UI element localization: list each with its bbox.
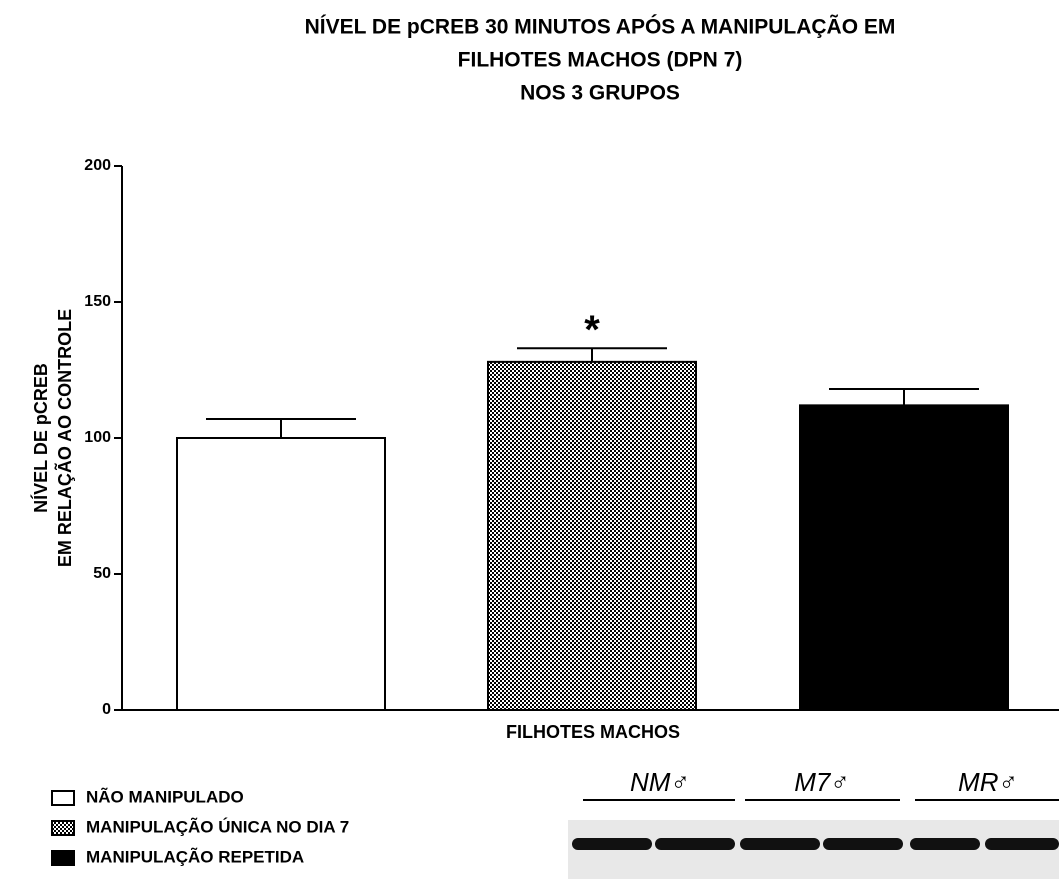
- blot-band: [985, 838, 1059, 850]
- bar: [799, 404, 1009, 711]
- blot-label: MR♂: [958, 767, 1018, 797]
- y-tick-label: 100: [84, 429, 111, 446]
- annotation: *: [584, 308, 600, 352]
- blot-band: [910, 838, 980, 850]
- legend-label: MANIPULAÇÃO ÚNICA NO DIA 7: [86, 816, 349, 836]
- legend-swatch: [51, 820, 75, 836]
- blot-band: [740, 838, 820, 850]
- y-axis-label: NÍVEL DE pCREB: [30, 363, 51, 513]
- legend-label: NÃO MANIPULADO: [86, 786, 244, 806]
- chart-title: NÍVEL DE pCREB 30 MINUTOS APÓS A MANIPUL…: [305, 15, 896, 39]
- chart-title: NOS 3 GRUPOS: [520, 82, 680, 105]
- blot-label: NM♂: [630, 767, 690, 797]
- chart-title: FILHOTES MACHOS (DPN 7): [458, 49, 743, 72]
- bar: [487, 360, 697, 711]
- y-tick-label: 50: [93, 565, 111, 582]
- x-axis-label: FILHOTES MACHOS: [506, 722, 680, 742]
- blot-band: [572, 838, 652, 850]
- y-tick-label: 150: [84, 293, 111, 310]
- legend-swatch: [51, 850, 75, 866]
- y-tick-label: 200: [84, 157, 111, 174]
- y-axis-label: EM RELAÇÃO AO CONTROLE: [54, 309, 75, 567]
- blot-band: [655, 838, 735, 850]
- blot-band: [823, 838, 903, 850]
- legend-swatch: [51, 790, 75, 806]
- y-tick-label: 0: [102, 701, 111, 718]
- blot: NM♂ M7♂ MR♂: [568, 767, 1059, 879]
- blot-label: M7♂: [794, 767, 850, 797]
- bar: [176, 437, 386, 711]
- legend-label: MANIPULAÇÃO REPETIDA: [86, 846, 304, 866]
